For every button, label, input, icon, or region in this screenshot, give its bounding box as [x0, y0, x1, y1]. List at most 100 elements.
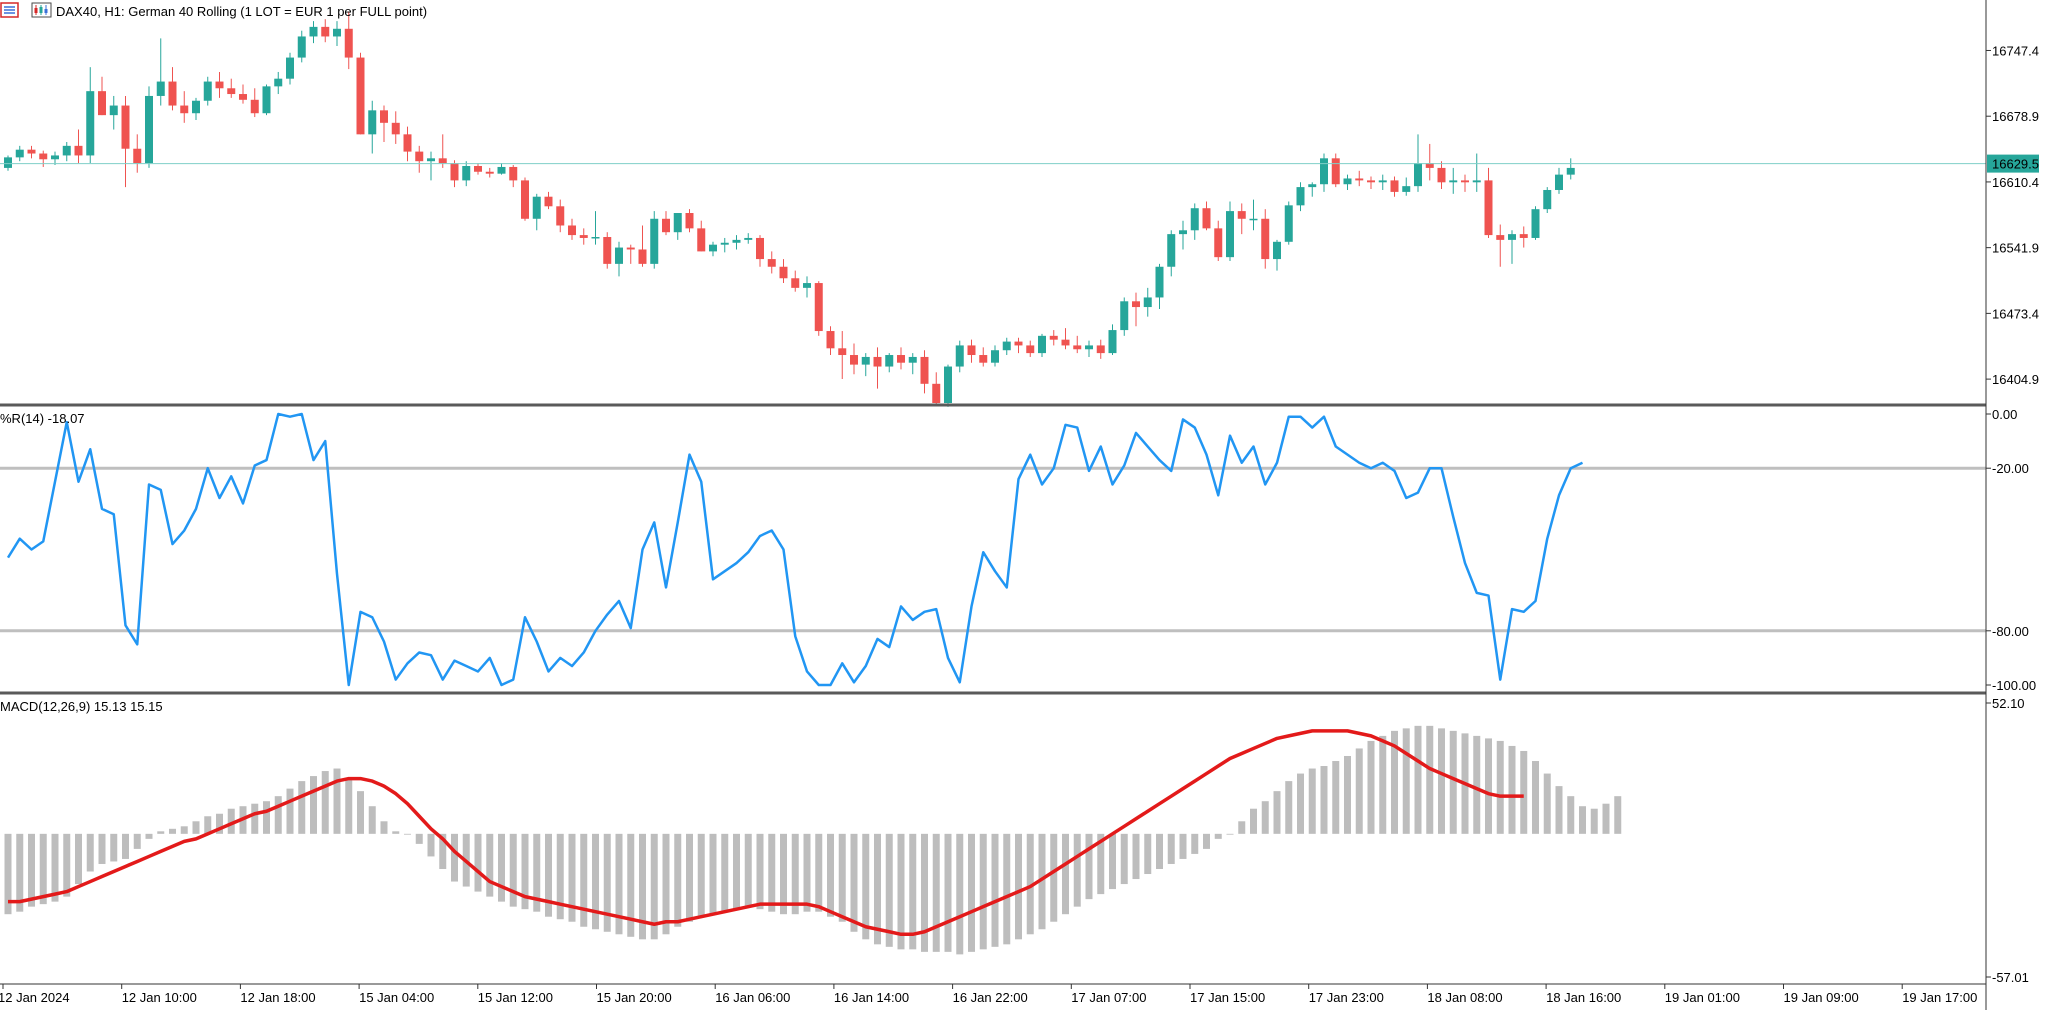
candle-body[interactable] [838, 348, 847, 356]
price-pane[interactable] [0, 11, 1986, 407]
candle-body[interactable] [1214, 228, 1223, 258]
candle-body[interactable] [1002, 341, 1011, 351]
candle-body[interactable] [203, 81, 212, 101]
candle-body[interactable] [1296, 187, 1305, 206]
candle-body[interactable] [485, 171, 494, 174]
candle-body[interactable] [438, 158, 447, 164]
candle-body[interactable] [1320, 158, 1328, 185]
candle-body[interactable] [1355, 178, 1364, 181]
candle-body[interactable] [756, 237, 764, 260]
candle-body[interactable] [450, 163, 459, 181]
candle-body[interactable] [1273, 241, 1281, 260]
candle-body[interactable] [286, 57, 294, 79]
candle-body[interactable] [344, 28, 353, 58]
candle-body[interactable] [227, 88, 236, 95]
candle-body[interactable] [626, 247, 635, 250]
candle-body[interactable] [215, 81, 224, 89]
candle-body[interactable] [1249, 218, 1258, 221]
candle-body[interactable] [579, 235, 588, 238]
candle-body[interactable] [1543, 189, 1552, 210]
candle-body[interactable] [1402, 186, 1411, 192]
candle-body[interactable] [168, 81, 177, 106]
candle-body[interactable] [15, 149, 24, 158]
candle-body[interactable] [74, 145, 83, 156]
candle-body[interactable] [1308, 184, 1317, 188]
candle-body[interactable] [791, 278, 800, 288]
candlestick-icon[interactable] [31, 2, 52, 18]
candle-body[interactable] [1237, 211, 1246, 219]
candle-body[interactable] [1061, 339, 1070, 346]
candle-body[interactable] [897, 355, 905, 363]
candle-body[interactable] [333, 28, 341, 37]
candle-body[interactable] [1014, 341, 1023, 346]
candle-body[interactable] [1226, 211, 1234, 258]
candle-body[interactable] [1519, 234, 1528, 238]
candle-body[interactable] [732, 239, 741, 243]
candle-body[interactable] [944, 366, 952, 403]
candle-body[interactable] [274, 78, 283, 87]
candle-body[interactable] [521, 180, 529, 219]
candle-body[interactable] [662, 218, 670, 233]
candle-body[interactable] [685, 213, 694, 229]
candle-body[interactable] [180, 105, 189, 114]
wpr-series-line[interactable] [6, 412, 1584, 687]
candle-body[interactable] [1531, 209, 1540, 238]
candle-body[interactable] [932, 383, 941, 403]
candle-body[interactable] [250, 99, 259, 114]
candle-body[interactable] [1132, 301, 1140, 308]
candle-body[interactable] [1049, 335, 1058, 340]
candle-body[interactable] [650, 218, 659, 264]
candle-body[interactable] [1085, 345, 1093, 350]
candle-body[interactable] [1508, 234, 1516, 240]
candle-body[interactable] [192, 100, 200, 114]
candle-body[interactable] [39, 153, 48, 160]
candle-body[interactable] [1261, 218, 1270, 260]
candle-body[interactable] [509, 166, 518, 181]
candle-body[interactable] [1425, 163, 1434, 168]
candle-body[interactable] [427, 158, 435, 162]
candle-body[interactable] [967, 345, 976, 356]
candle-body[interactable] [673, 213, 682, 233]
candle-body[interactable] [1566, 167, 1575, 175]
candle-body[interactable] [767, 259, 776, 267]
candle-body[interactable] [1367, 180, 1375, 183]
candle-body[interactable] [1472, 180, 1481, 183]
candle-body[interactable] [1414, 163, 1422, 187]
macd-pane[interactable] [4, 725, 1622, 955]
candle-body[interactable] [321, 26, 330, 37]
candle-body[interactable] [51, 155, 59, 160]
candle-body[interactable] [591, 237, 600, 239]
candle-body[interactable] [462, 165, 471, 181]
candle-body[interactable] [1390, 180, 1399, 192]
candle-body[interactable] [955, 345, 964, 367]
candle-body[interactable] [979, 355, 988, 363]
candle-body[interactable] [1155, 266, 1164, 298]
candle-body[interactable] [1343, 178, 1352, 185]
candle-body[interactable] [873, 356, 882, 367]
candle-body[interactable] [1038, 335, 1046, 354]
candle-body[interactable] [62, 145, 71, 156]
candle-body[interactable] [27, 149, 36, 154]
candle-body[interactable] [1437, 167, 1446, 183]
candle-body[interactable] [86, 91, 95, 156]
candle-body[interactable] [109, 105, 118, 116]
candle-body[interactable] [814, 283, 823, 332]
candle-body[interactable] [709, 244, 717, 252]
candle-body[interactable] [1496, 235, 1505, 240]
candle-body[interactable] [603, 237, 612, 264]
candle-body[interactable] [544, 196, 553, 207]
candle-body[interactable] [744, 237, 753, 240]
candle-body[interactable] [262, 86, 271, 114]
candle-body[interactable] [826, 331, 835, 349]
candle-body[interactable] [1120, 301, 1129, 331]
candle-body[interactable] [497, 166, 506, 174]
candle-body[interactable] [1096, 345, 1105, 354]
candle-body[interactable] [532, 196, 541, 219]
candle-body[interactable] [145, 95, 153, 164]
candle-body[interactable] [368, 110, 377, 135]
candle-body[interactable] [779, 266, 788, 279]
candle-body[interactable] [1108, 330, 1117, 354]
williams-r-pane[interactable] [0, 412, 1986, 687]
candle-body[interactable] [356, 57, 365, 135]
